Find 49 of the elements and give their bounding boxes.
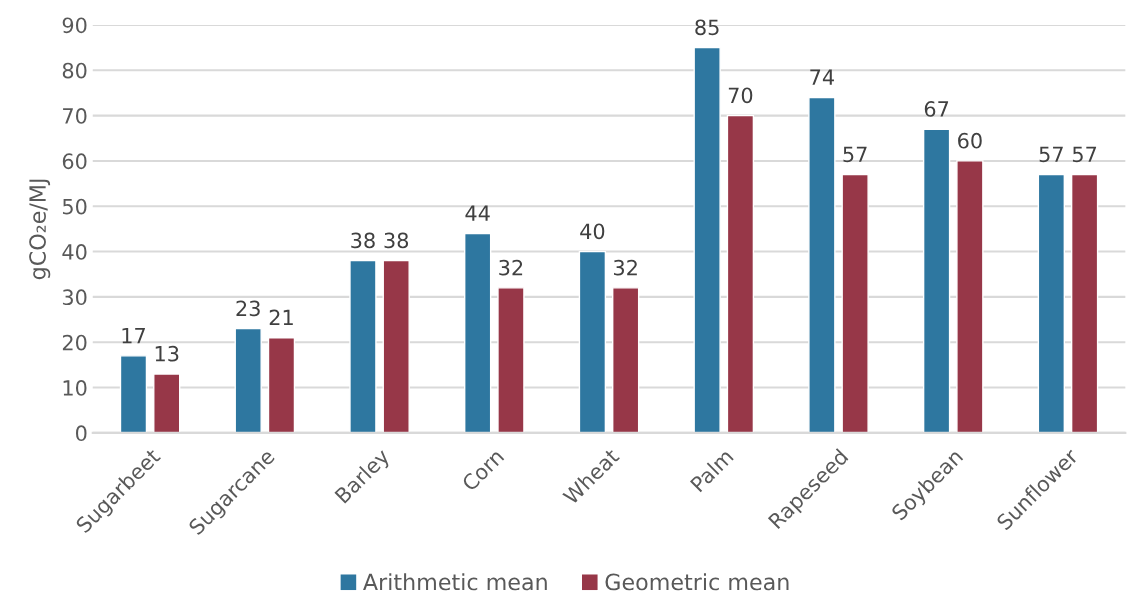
y-tick-label: 30 [62,289,87,306]
bar [612,287,640,433]
data-label: 23 [236,300,260,317]
data-label: 32 [499,259,523,276]
bar [382,259,410,433]
y-tick-label: 10 [63,380,87,396]
bar [922,128,951,433]
data-label: 44 [465,205,490,221]
y-tick-label: 50 [62,198,87,215]
bar [808,96,836,433]
y-tick-label: 90 [62,17,87,34]
bar [693,46,721,433]
bar [267,337,296,433]
y-axis-title: gCO₂e/MJ [29,179,51,280]
data-label: 70 [728,87,753,104]
bar [726,114,755,433]
data-label: 57 [1072,146,1097,163]
bar [119,355,148,433]
data-label: 38 [351,232,375,249]
data-label: 40 [580,223,605,240]
bar [956,160,984,433]
bar [497,287,525,433]
y-tick-label: 20 [62,334,87,351]
y-tick-label: 60 [62,153,87,170]
data-label: 57 [1039,146,1063,163]
data-label: 60 [958,132,982,149]
bar [1070,173,1099,433]
legend-label: Arithmetic mean [363,573,547,591]
y-tick-label: 80 [62,62,87,79]
y-tick-label: 40 [62,244,87,260]
bar [234,327,262,433]
data-label: 57 [843,146,867,163]
bar [841,173,869,433]
data-label: 13 [155,345,179,362]
data-label: 38 [384,232,409,249]
data-label: 85 [695,19,719,36]
y-tick-label: 70 [63,108,87,124]
y-tick-label: 0 [76,425,87,442]
bar [464,232,492,433]
bar [153,373,181,433]
data-label: 74 [810,69,834,85]
legend-label: Geometric mean [605,573,789,591]
data-label: 21 [269,309,293,326]
bar [1037,173,1066,433]
data-label: 17 [122,327,145,344]
data-label: 67 [924,101,949,117]
bar [349,259,377,433]
bar [578,250,607,433]
data-label: 32 [614,259,637,276]
